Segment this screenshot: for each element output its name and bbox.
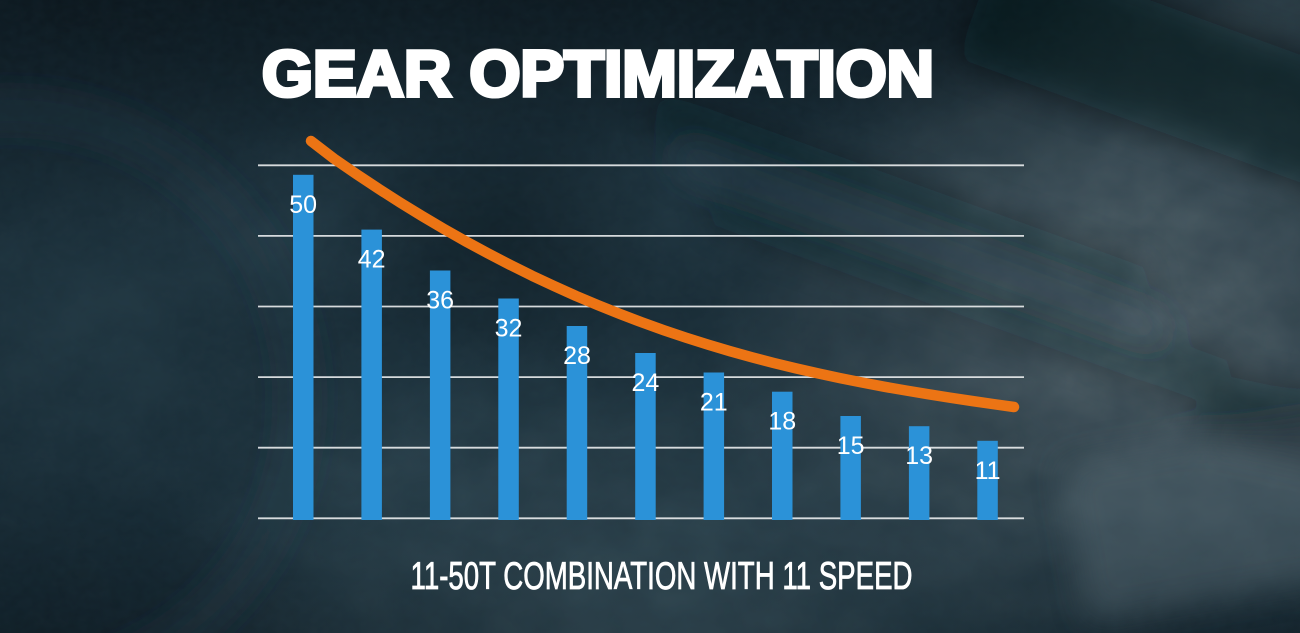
svg-text:50: 50	[289, 191, 317, 219]
svg-text:36: 36	[426, 287, 454, 315]
svg-text:18: 18	[768, 408, 796, 436]
svg-text:11: 11	[975, 457, 1001, 485]
svg-text:13: 13	[905, 442, 933, 470]
svg-text:GEAR OPTIMIZATION: GEAR OPTIMIZATION	[262, 38, 934, 110]
svg-text:11-50T COMBINATION WITH 11 SPE: 11-50T COMBINATION WITH 11 SPEED	[411, 555, 913, 598]
svg-text:32: 32	[495, 315, 523, 343]
svg-text:21: 21	[700, 389, 728, 417]
svg-text:15: 15	[837, 432, 865, 460]
svg-text:28: 28	[563, 342, 591, 370]
svg-text:24: 24	[631, 369, 659, 397]
svg-text:42: 42	[358, 246, 386, 274]
